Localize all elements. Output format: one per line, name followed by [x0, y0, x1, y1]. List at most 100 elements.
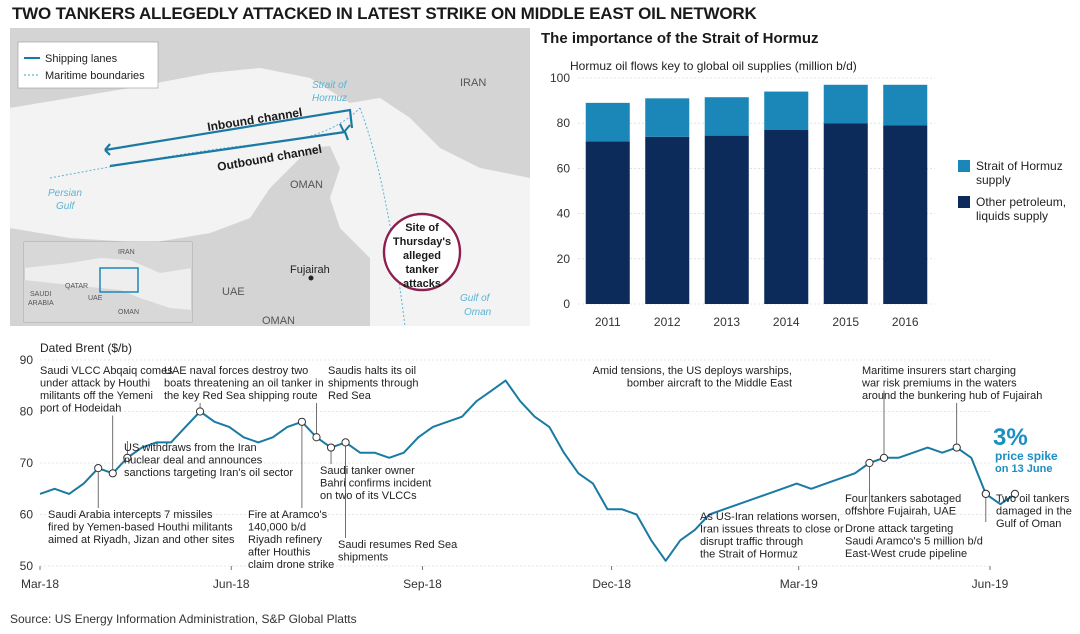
site-label-4: tanker [405, 264, 439, 276]
event-marker-a1 [108, 469, 117, 478]
annotation-a9-line: Fire at Aramco's [248, 509, 328, 521]
brent-ytick-label: 90 [20, 353, 34, 367]
annotation-a6-line: sanctions targeting Iran's oil sector [124, 467, 293, 479]
annotation-a10: Saudi resumes Red Sea shipments [338, 539, 458, 564]
brent-xtick-label: Jun-19 [972, 577, 1009, 591]
oman-top-label: OMAN [290, 179, 323, 191]
annotation-a14-line: damaged in the [996, 506, 1072, 518]
oman-bottom-label: OMAN [262, 315, 295, 326]
annotation-a2-line: the key Red Sea shipping route [164, 390, 318, 402]
persian-label-1: Persian [48, 188, 82, 199]
annotation-a3-line: Red Sea [328, 390, 372, 402]
spike-line2: on 13 June [995, 463, 1052, 475]
annotation-a13: Drone attack targeting Saudi Aramco's 5 m… [845, 523, 983, 560]
annotation-a6: US withdraws from the Iran nuclear deal a… [124, 442, 293, 479]
event-marker-a14 [1010, 489, 1020, 498]
gulf-oman-label-1: Gulf of [460, 293, 491, 304]
bar-other-2014 [764, 129, 809, 304]
annotation-a9-line: 140,000 b/d [248, 522, 306, 534]
bar-ytick-label: 80 [557, 116, 571, 130]
annotation-a9: Fire at Aramco's 140,000 b/d Riyadh refine… [248, 509, 334, 571]
annotation-a7-line: Saudi tanker owner [320, 465, 415, 477]
bar-ytick-label: 60 [557, 161, 571, 175]
strait-label-1: Strait of [312, 80, 348, 91]
annotation-a3: Saudis halts its oil shipments through Red… [328, 365, 419, 402]
annotation-a1-line: port of Hodeidah [40, 403, 121, 415]
annotation-a8-line: Saudi Arabia intercepts 7 missiles [48, 509, 213, 521]
legend-hormuz-2: supply [976, 173, 1011, 187]
annotation-a1-line: Saudi VLCC Abqaiq comes [40, 365, 173, 377]
annotation-a4-line: Amid tensions, the US deploys warships, [593, 365, 792, 377]
annotation-a9-line: after Houthis [248, 547, 311, 559]
brent-ytick-label: 70 [20, 456, 34, 470]
annotation-a7-line: Bahri confirms incident [320, 478, 431, 490]
annotation-a9-line: claim drone strike [248, 559, 334, 571]
brent-ytick-label: 50 [20, 559, 34, 573]
event-marker-a3 [312, 433, 321, 442]
gulf-oman-label-2: Oman [464, 307, 492, 318]
annotation-a5-line: Maritime insurers start charging [862, 365, 1016, 377]
hormuz-map: Shipping lanes Maritime boundaries Inbou… [10, 28, 530, 326]
inbound-lane [104, 108, 354, 152]
price-spike-callout: 3% price spike on 13 June [993, 424, 1058, 475]
legend-swatch-hormuz [958, 160, 970, 172]
section-title: The importance of the Strait of Hormuz [541, 30, 819, 47]
annotation-a14-line: Gulf of Oman [996, 518, 1061, 530]
brent-xtick-label: Jun-18 [213, 577, 250, 591]
annotation-a13-line: Drone attack targeting [845, 523, 953, 535]
bar-legend: Strait of Hormuz supply Other petroleum,… [958, 159, 1066, 223]
fujairah-dot [308, 275, 314, 281]
brent-xtick-label: Sep-18 [403, 577, 442, 591]
bar-hormuz-2013 [704, 97, 749, 136]
event-marker-a5 [952, 443, 961, 452]
brent-line-chart: Dated Brent ($/b) 50 60 70 80 90 Mar-18 Jun-18… [20, 341, 1072, 591]
bar-other-2013 [704, 135, 749, 304]
event-marker-a9 [297, 417, 307, 426]
event-marker-a8 [94, 464, 103, 473]
bar-hormuz-2016 [883, 84, 928, 126]
annotation-a2: UAE naval forces destroy two boats threat… [164, 365, 324, 402]
bar-ytick-label: 0 [563, 297, 570, 311]
uae-label: UAE [222, 286, 245, 298]
bar-hormuz-2012 [645, 98, 690, 137]
annotation-a6-line: US withdraws from the Iran [124, 442, 257, 454]
annotation-a2-line: UAE naval forces destroy two [164, 365, 308, 377]
bar-hormuz-2014 [764, 91, 809, 130]
annotation-a11-line: As US-Iran relations worsen, [700, 511, 840, 523]
event-marker-a4 [879, 453, 889, 462]
bar-hormuz-2015 [823, 84, 868, 124]
annotation-a11-line: the Strait of Hormuz [700, 549, 798, 561]
annotation-a14: Two oil tankers damaged in the Gulf of Oma… [996, 493, 1072, 530]
inset-uae: UAE [88, 295, 103, 302]
bar-xtick-label: 2013 [713, 315, 740, 329]
event-marker-a2 [195, 407, 205, 416]
event-marker-a11 [865, 458, 874, 468]
bar-xtick-label: 2014 [773, 315, 800, 329]
fujairah-label: Fujairah [290, 264, 330, 276]
brent-ytick-label: 80 [20, 405, 34, 419]
annotation-a6-line: nuclear deal and announces [124, 455, 263, 467]
event-marker-a7 [326, 443, 336, 452]
annotation-a5-line: war risk premiums in the waters [861, 378, 1017, 390]
annotation-a14-line: Two oil tankers [996, 493, 1070, 505]
annotation-a13-line: East-West crude pipeline [845, 548, 967, 560]
annotation-a10-line: shipments [338, 552, 389, 564]
bar-hormuz-2011 [585, 102, 630, 142]
event-marker-a6 [123, 453, 132, 462]
spike-value: 3% [993, 424, 1028, 451]
site-label-3: alleged [403, 250, 441, 262]
annotation-a3-line: Saudis halts its oil [328, 365, 416, 377]
annotation-a7-line: on two of its VLCCs [320, 490, 417, 502]
annotation-a12-line: Four tankers sabotaged [845, 493, 961, 505]
annotation-a4: Amid tensions, the US deploys warships, b… [593, 365, 792, 390]
outbound-lane [104, 143, 111, 156]
spike-line1: price spike [995, 449, 1058, 463]
annotation-a4-line: bomber aircraft to the Middle East [627, 378, 792, 390]
legend-other-2: liquids supply [976, 209, 1048, 223]
inset-iran: IRAN [118, 249, 135, 256]
annotation-a1: Saudi VLCC Abqaiq comes under attack by H… [40, 365, 173, 415]
annotation-a5-line: around the bunkering hub of Fujairah [862, 390, 1042, 402]
event-marker-a10 [341, 438, 350, 447]
legend-shipping: Shipping lanes [45, 53, 118, 65]
annotation-a2-line: boats threatening an oil tanker in [164, 378, 324, 390]
